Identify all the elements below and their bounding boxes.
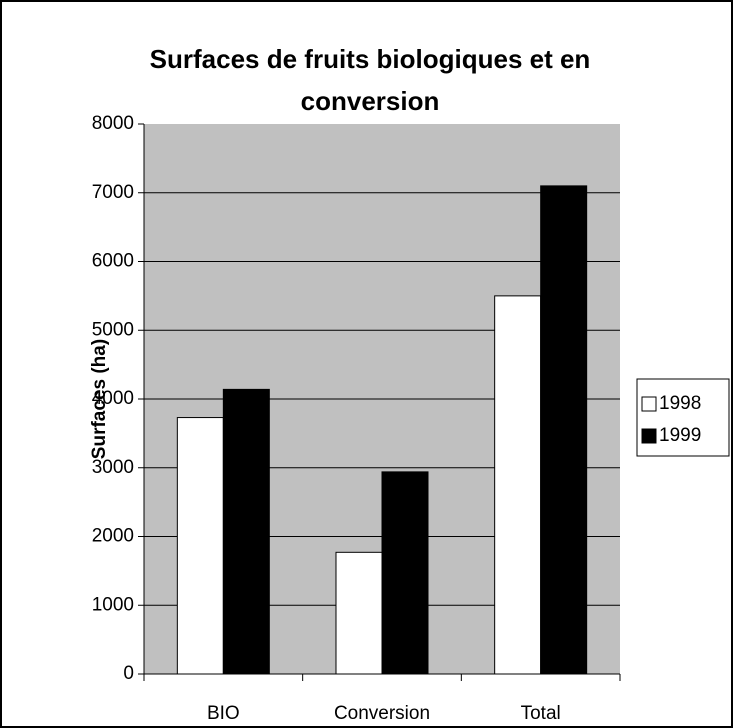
- bar: [494, 295, 542, 675]
- x-tick-label: BIO: [207, 703, 240, 724]
- y-tick-label: 1000: [92, 594, 134, 615]
- legend-swatch: [641, 428, 657, 444]
- x-tick-label: Total: [521, 703, 561, 724]
- bar: [222, 388, 270, 675]
- y-axis-label: Surfaces (ha): [89, 339, 110, 459]
- x-tick-label: Conversion: [334, 703, 430, 724]
- legend-swatch: [641, 396, 657, 412]
- bar: [540, 185, 588, 675]
- chart-title: Surfaces de fruits biologiques et en con…: [149, 44, 591, 116]
- bar: [381, 471, 429, 675]
- y-tick-label: 0: [123, 663, 134, 684]
- legend-label: 1998: [659, 393, 701, 414]
- bar: [335, 551, 383, 675]
- y-tick-label: 3000: [92, 457, 134, 478]
- y-tick-label: 6000: [92, 251, 134, 272]
- y-tick-label: 2000: [92, 526, 134, 547]
- y-tick-label: 5000: [92, 319, 134, 340]
- y-tick-label: 8000: [92, 113, 134, 134]
- y-tick-label: 7000: [92, 182, 134, 203]
- bar: [176, 417, 224, 675]
- y-tick-label: 4000: [92, 388, 134, 409]
- legend-label: 1999: [659, 425, 701, 446]
